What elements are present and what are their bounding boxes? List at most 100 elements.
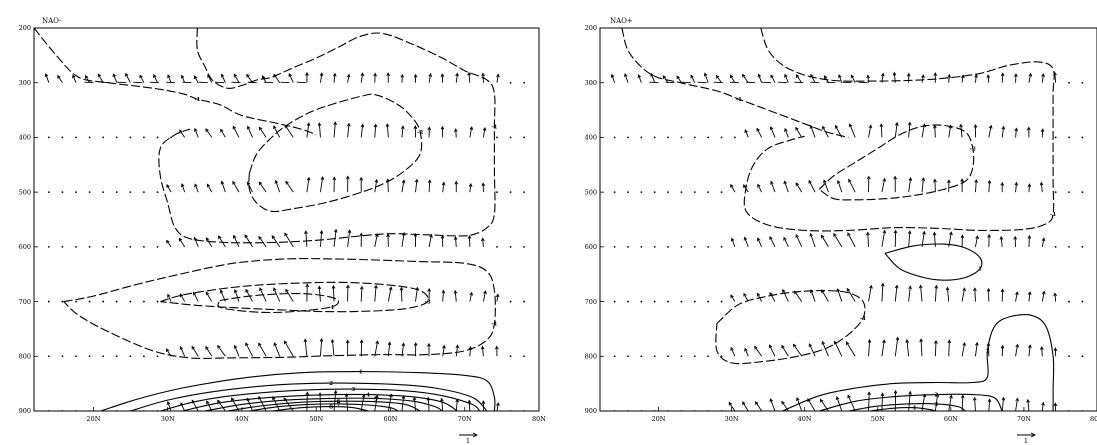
vector-dot [734,136,736,139]
vector-arrow [180,346,186,357]
x-tick-label: 30N [725,415,739,423]
vector-dot [720,136,723,139]
vector-arrowhead [757,183,761,188]
vector-arrow [194,128,199,138]
vector-arrowhead [690,74,694,79]
vector-arrowhead [400,73,405,78]
vector-arrow [611,74,616,83]
vector-arrowhead [810,73,814,78]
vector-arrowhead [922,393,927,398]
vector-arrow [920,285,923,302]
vector-dot [627,136,629,139]
vector-arrowhead [440,397,444,402]
vector-arrowhead [784,127,788,132]
vector-arrowhead [1053,71,1057,76]
contour-label: -1 [491,321,497,327]
vector-arrowhead [468,346,473,350]
vector-arrow [247,182,253,193]
vector-arrowhead [415,286,419,291]
vector-dot [156,191,159,194]
vector-dot [143,136,145,139]
vector-arrow [167,401,172,411]
vector-arrowhead [810,289,814,294]
vector-dot [129,191,132,194]
vector-arrow [221,181,226,193]
vector-arrowhead [934,339,938,344]
vector-dot [61,136,64,139]
vector-arrowhead [1053,347,1058,352]
contour-label: 4 [366,393,370,399]
vector-arrow [842,81,852,84]
vector-arrowhead [220,128,224,133]
vector-arrowhead [879,123,884,128]
vector-arrowhead [1001,125,1006,130]
vector-arrowhead [730,294,734,299]
vector-arrowhead [304,230,308,234]
vector-dot [156,136,159,139]
vector-arrowhead [662,75,667,79]
vector-arrow [234,345,240,357]
vector-arrowhead [808,343,813,348]
vector-arrowhead [496,73,500,78]
vector-arrow [469,292,473,302]
contour-label: -1 [1050,212,1056,218]
vector-arrow [139,75,145,83]
vector-arrowhead [193,127,198,132]
vector-arrow [1041,73,1044,83]
y-tick-label: 900 [585,407,597,415]
vector-dot [88,355,91,358]
vector-arrowhead [999,235,1004,240]
vector-arrow [347,74,350,83]
vector-arrowhead [455,72,459,77]
vector-arrow [810,125,816,138]
vector-dot [47,355,50,358]
vector-arrowhead [948,124,953,129]
vector-arrowhead [306,176,311,181]
contour-line [160,388,481,411]
vector-dot [1081,191,1084,194]
vector-arrowhead [359,339,364,344]
vector-arrow [234,289,240,302]
vector-arrowhead [836,288,841,293]
vector-dot [129,245,132,248]
vector-arrowhead [385,123,390,127]
vector-arrow [868,392,870,411]
vector-arrow [769,344,776,357]
contour-line [34,28,317,136]
contour-line [130,382,488,411]
vector-arrow [881,230,886,247]
vector-arrow [198,81,208,84]
vector-arrowhead [868,124,873,129]
vector-arrow [181,183,186,193]
vector-arrow [837,288,843,302]
vector-arrowhead [974,178,978,183]
vector-arrowhead [715,74,720,79]
y-tick-label: 900 [19,407,31,415]
vector-arrow [881,178,886,193]
vector-arrow [975,235,978,247]
vector-arrow [415,287,418,302]
vector-arrow [45,73,50,83]
vector-arrowhead [770,74,774,79]
vector-arrowhead [375,394,379,399]
vector-arrowhead [975,341,979,346]
reference-vector-head [472,432,479,438]
vector-arrow [191,346,199,357]
vector-arrowhead [467,234,472,239]
vector-arrow [1041,347,1043,357]
vector-dot [613,245,616,248]
vector-arrow [781,401,789,411]
vector-arrow [218,235,226,248]
vector-arrowhead [333,121,337,126]
vector-dot [115,355,118,358]
vector-dot [61,245,64,248]
vector-arrowhead [440,125,445,130]
vector-arrowhead [413,342,418,346]
vector-arrowhead [273,73,277,78]
vector-arrow [1015,344,1018,357]
vector-dot [143,191,145,194]
vector-arrow [221,74,226,83]
vector-arrowhead [399,286,404,291]
vector-arrowhead [331,284,336,289]
vector-arrowhead [880,392,885,397]
